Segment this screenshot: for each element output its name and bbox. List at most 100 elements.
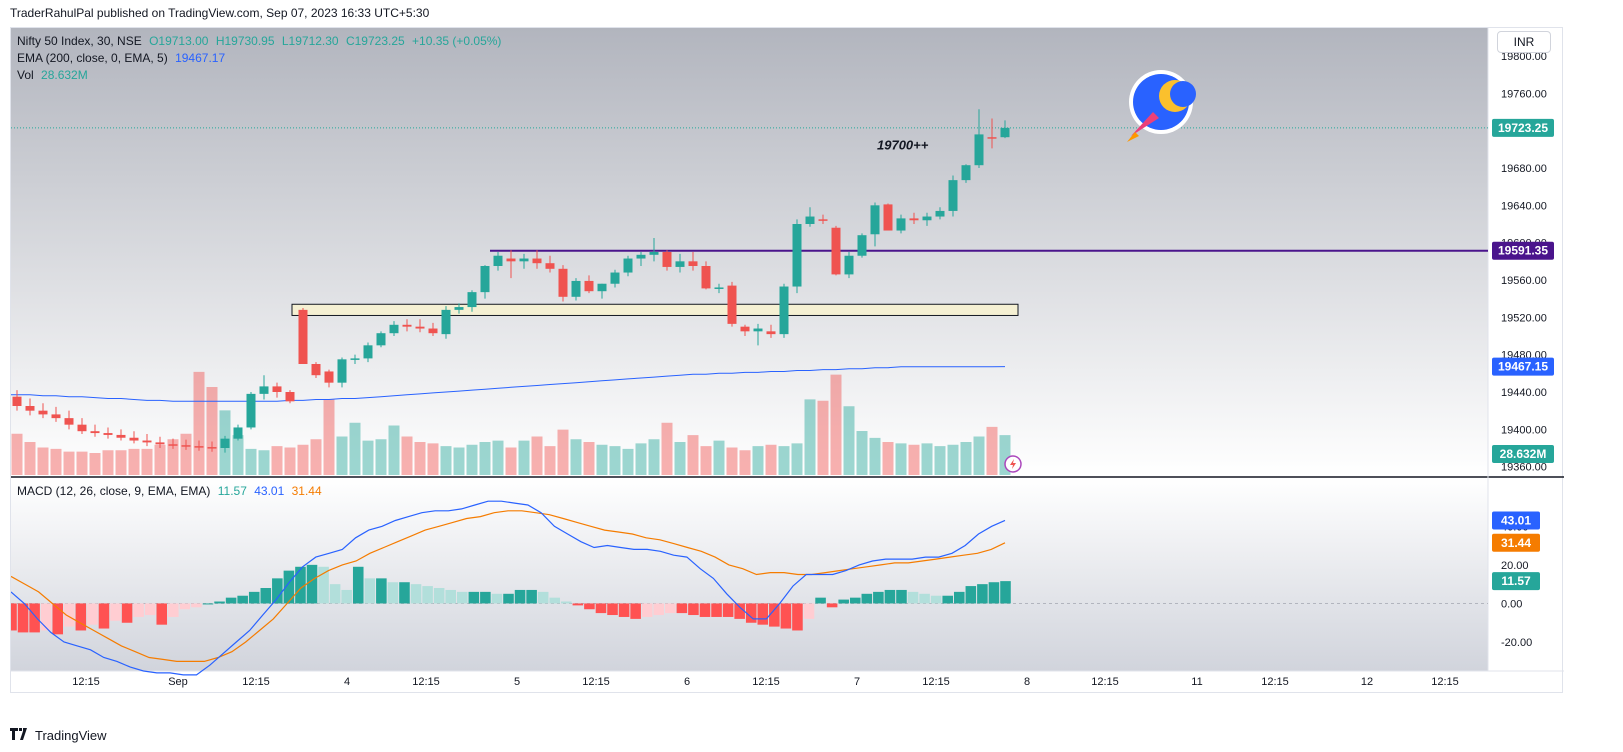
candle-body	[363, 345, 373, 359]
volume-bar	[570, 439, 582, 475]
candle-body	[441, 309, 451, 335]
price-axis-tick: 19680.00	[1501, 163, 1547, 175]
candle-body	[103, 433, 113, 435]
macd-pane-bg	[11, 478, 1488, 671]
volume-bar	[245, 448, 257, 475]
volume-bar	[89, 453, 101, 475]
ema-label[interactable]: EMA (200, close, 0, EMA, 5)	[17, 51, 168, 65]
macd-histogram-bar	[237, 595, 248, 604]
volume-bar	[921, 443, 933, 475]
volume-bar	[128, 448, 140, 475]
footer-brand[interactable]: TradingView	[35, 728, 107, 743]
volume-bar	[310, 439, 322, 475]
volume-bar	[973, 436, 985, 475]
macd-histogram-bar	[907, 591, 919, 604]
candle-body	[571, 280, 581, 297]
macd-histogram-bar	[445, 589, 456, 604]
candle-body	[857, 235, 867, 256]
volume-bar	[440, 446, 452, 475]
macd-histogram-bar	[769, 603, 780, 627]
time-axis-tick: 4	[344, 676, 350, 688]
symbol-label[interactable]: Nifty 50 Index, 30, NSE	[17, 34, 142, 48]
price-axis-tick: 19360.00	[1501, 462, 1547, 474]
candle-body	[831, 227, 841, 275]
chart-frame[interactable]: 19800.0019760.0019720.0019680.0019640.00…	[10, 27, 1564, 694]
candle-body	[519, 258, 529, 262]
chart-canvas[interactable]: 19800.0019760.0019720.0019680.0019640.00…	[11, 28, 1564, 694]
volume-bar	[622, 448, 634, 475]
candle-body	[25, 406, 35, 411]
volume-bar	[661, 422, 673, 475]
macd-axis-tick: -20.00	[1501, 637, 1532, 649]
macd-histogram-bar	[896, 589, 907, 604]
low-value: L19712.30	[281, 34, 339, 48]
candle-body	[402, 324, 412, 327]
candle-body	[64, 418, 74, 425]
macd-histogram-bar	[745, 603, 757, 623]
time-axis-tick: 12	[1361, 676, 1373, 688]
macd-histogram-bar	[780, 603, 792, 629]
candle-body	[207, 447, 217, 449]
candle-body	[116, 434, 126, 438]
macd-histogram-bar	[306, 564, 318, 604]
macd-histogram-bar	[526, 589, 537, 604]
macd-histogram-bar	[168, 603, 179, 617]
macd-histogram-bar	[480, 591, 491, 604]
candle-body	[779, 286, 789, 335]
macd-histogram-bar	[965, 586, 977, 604]
macd-histogram-bar	[630, 603, 641, 619]
macd-histogram-bar	[815, 597, 826, 604]
candle-body	[480, 266, 490, 293]
candle-body	[818, 219, 828, 221]
macd-histogram-bar	[826, 603, 838, 608]
macd-histogram-bar	[29, 603, 40, 633]
macd-histogram-bar	[399, 582, 410, 604]
ema-price-label-bg	[1492, 357, 1554, 376]
volume-bar	[284, 447, 296, 475]
candle-body	[844, 255, 854, 275]
macd-histogram-bar	[491, 593, 503, 604]
volume-bar	[635, 443, 647, 475]
volume-bar	[882, 442, 894, 475]
volume-bar	[765, 444, 777, 475]
macd-histogram-bar	[942, 595, 953, 604]
macd-line-value: 43.01	[254, 484, 285, 498]
time-axis-tick: 12:15	[72, 676, 100, 688]
macd-histogram-bar	[295, 566, 306, 604]
volume-bar	[804, 399, 816, 475]
candle-body	[389, 324, 399, 334]
macd-histogram-bar	[87, 603, 98, 625]
macd-axis-tick: 0.00	[1501, 598, 1522, 610]
volume-bar	[362, 440, 374, 475]
macd-histogram-bar	[75, 603, 87, 631]
macd-histogram-bar	[861, 593, 873, 604]
candle-body	[584, 280, 594, 292]
time-axis-tick: 12:15	[582, 676, 610, 688]
volume-price-label: 28.632M	[1500, 447, 1547, 461]
volume-bar	[63, 451, 75, 475]
volume-bar	[752, 446, 764, 475]
macd-label[interactable]: MACD (12, 26, close, 9, EMA, EMA)	[17, 484, 211, 498]
tv-logo-icon[interactable]	[10, 728, 30, 743]
macd-histogram-bar	[514, 589, 526, 604]
time-axis-tick: 12:15	[1261, 676, 1289, 688]
volume-bar	[791, 443, 803, 475]
volume-bar	[154, 444, 166, 475]
candle-body	[181, 445, 191, 447]
volume-bar	[843, 406, 855, 475]
candle-body	[870, 205, 880, 235]
macd-histogram-bar	[202, 603, 214, 605]
price-pane-bg	[11, 28, 1488, 476]
candle-body	[298, 309, 308, 364]
volume-bar	[453, 447, 465, 475]
price-axis-tick: 19400.00	[1501, 424, 1547, 436]
macd-histogram-bar	[468, 591, 480, 604]
candle-body	[753, 328, 763, 332]
volume-bar	[687, 435, 699, 475]
macd-histogram-bar	[110, 603, 121, 621]
volume-bar	[388, 425, 400, 475]
currency-button[interactable]: INR	[1497, 31, 1551, 53]
vol-label[interactable]: Vol	[17, 68, 34, 82]
candle-body	[506, 258, 516, 262]
ema-line	[11, 366, 1006, 402]
